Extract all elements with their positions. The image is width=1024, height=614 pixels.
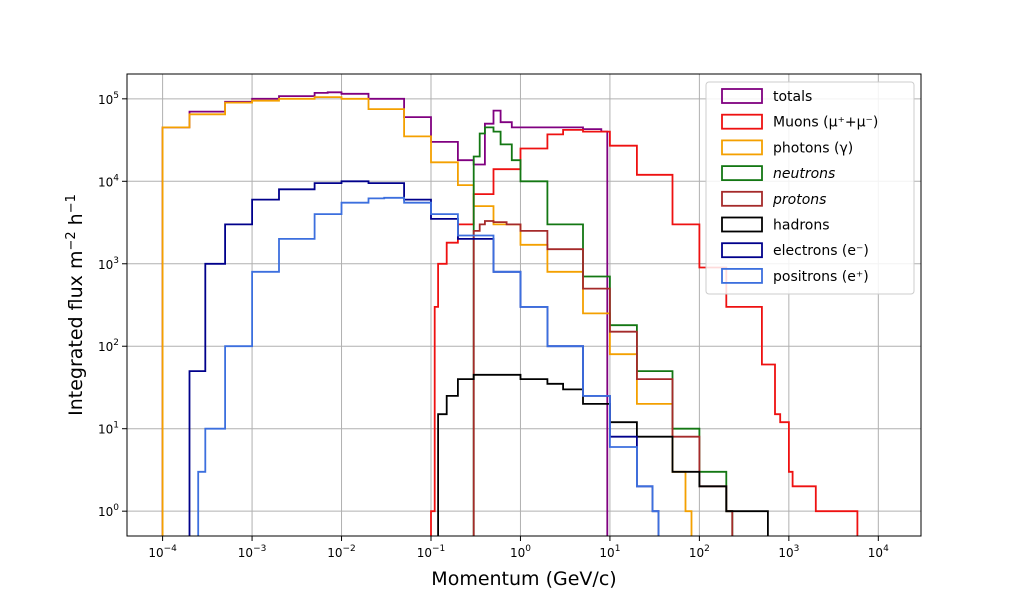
x-tick-label: 102 bbox=[689, 544, 710, 560]
x-tick-base: 10 bbox=[778, 546, 793, 560]
series-line-2 bbox=[430, 129, 859, 536]
series-line-8 bbox=[197, 196, 660, 536]
y-tick-exponent: 0 bbox=[113, 503, 119, 513]
x-tick-base: 10 bbox=[689, 546, 704, 560]
x-tick-exponent: −2 bbox=[343, 544, 356, 554]
y-tick-label: 101 bbox=[98, 421, 119, 437]
x-tick-label: 10−2 bbox=[327, 544, 356, 560]
x-tick-base: 10 bbox=[599, 546, 614, 560]
y-tick-exponent: 3 bbox=[113, 256, 119, 266]
y-tick-label: 104 bbox=[98, 173, 119, 189]
legend-swatch bbox=[721, 139, 763, 156]
x-tick-labels: 10−4 10−3 10−2 10−1 100 101 102 103 104 bbox=[148, 544, 889, 560]
legend-swatch bbox=[721, 267, 763, 284]
series-line-6 bbox=[437, 373, 769, 536]
y-axis-label-main: Integrated flux m bbox=[65, 251, 87, 416]
legend-label: hadrons bbox=[773, 218, 830, 234]
y-tick-exponent: 5 bbox=[113, 91, 119, 101]
y-axis-label-exp2: −1 bbox=[64, 194, 79, 213]
y-tick-base: 10 bbox=[98, 340, 113, 354]
x-tick-exponent: −3 bbox=[253, 544, 266, 554]
legend-label: Muons (μ⁺+μ⁻) bbox=[773, 115, 878, 131]
y-axis-label-unit: h bbox=[65, 213, 87, 231]
x-tick-label: 100 bbox=[510, 544, 531, 560]
legend-entries: totals Muons (μ⁺+μ⁻) photons (γ) neutrons pr… bbox=[721, 88, 878, 285]
y-tick-base: 10 bbox=[98, 423, 113, 437]
x-axis-label: Momentum (GeV/c) bbox=[431, 568, 616, 590]
x-tick-label: 10−3 bbox=[238, 544, 267, 560]
y-tick-base: 10 bbox=[98, 505, 113, 519]
legend-label: neutrons bbox=[773, 166, 835, 182]
legend-label: totals bbox=[773, 89, 812, 105]
legend-swatch bbox=[721, 88, 763, 104]
series-layer bbox=[161, 91, 859, 536]
x-tick-exponent: 2 bbox=[704, 544, 710, 554]
y-tick-exponent: 4 bbox=[113, 173, 119, 183]
legend: totals Muons (μ⁺+μ⁻) photons (γ) neutrons pr… bbox=[705, 81, 915, 295]
y-axis-label: Integrated flux m−2 h−1 bbox=[64, 194, 87, 416]
y-tick-label: 103 bbox=[98, 256, 119, 272]
tick-marks bbox=[122, 98, 879, 541]
x-tick-label: 10−1 bbox=[417, 544, 446, 560]
legend-label: photons (γ) bbox=[773, 140, 853, 156]
legend-label: protons bbox=[772, 192, 826, 208]
x-tick-base: 10 bbox=[327, 546, 342, 560]
y-tick-label: 100 bbox=[98, 503, 119, 519]
legend-swatch bbox=[721, 165, 763, 182]
plot-frame bbox=[126, 73, 922, 537]
x-tick-base: 10 bbox=[148, 546, 163, 560]
y-axis-label-exp1: −2 bbox=[64, 231, 79, 250]
x-tick-base: 10 bbox=[238, 546, 253, 560]
y-tick-base: 10 bbox=[98, 93, 113, 107]
x-tick-exponent: 1 bbox=[615, 544, 621, 554]
x-tick-base: 10 bbox=[417, 546, 432, 560]
legend-swatch bbox=[721, 242, 763, 259]
legend-swatch bbox=[721, 113, 763, 130]
legend-label: positrons (e⁺) bbox=[773, 269, 869, 285]
y-tick-exponent: 1 bbox=[113, 421, 119, 431]
series-line-5 bbox=[472, 220, 734, 536]
x-tick-base: 10 bbox=[510, 546, 525, 560]
x-tick-exponent: 4 bbox=[883, 544, 889, 554]
x-tick-label: 101 bbox=[599, 544, 620, 560]
x-tick-base: 10 bbox=[868, 546, 883, 560]
y-tick-label: 105 bbox=[98, 91, 119, 107]
x-tick-exponent: 3 bbox=[794, 544, 800, 554]
legend-frame bbox=[705, 81, 915, 295]
x-tick-label: 103 bbox=[778, 544, 799, 560]
x-tick-exponent: 0 bbox=[525, 544, 531, 554]
legend-swatch bbox=[721, 190, 763, 207]
x-tick-exponent: −4 bbox=[164, 544, 178, 554]
y-tick-base: 10 bbox=[98, 175, 113, 189]
x-tick-exponent: −1 bbox=[432, 544, 445, 554]
y-tick-base: 10 bbox=[98, 258, 113, 272]
x-tick-label: 104 bbox=[868, 544, 889, 560]
legend-label: electrons (e⁻) bbox=[773, 243, 869, 259]
y-tick-label: 102 bbox=[98, 338, 119, 354]
legend-swatch bbox=[721, 216, 763, 233]
y-tick-exponent: 2 bbox=[113, 338, 119, 348]
x-tick-label: 10−4 bbox=[148, 544, 177, 560]
